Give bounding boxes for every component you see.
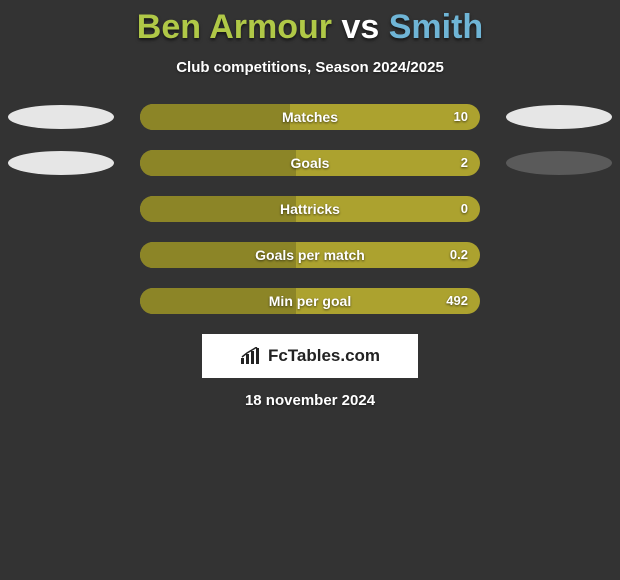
stat-label: Goals per match: [140, 242, 480, 268]
title-player2: Smith: [389, 8, 483, 46]
stat-row: Goals per match0.2: [0, 242, 620, 268]
stat-value-right: 2: [461, 150, 468, 176]
stat-row: Goals2: [0, 150, 620, 176]
orb-right: [506, 105, 612, 129]
title-player1: Ben Armour: [137, 8, 332, 46]
stat-row: Matches10: [0, 104, 620, 130]
stat-bar: Goals2: [140, 150, 480, 176]
footer-date: 18 november 2024: [0, 392, 620, 409]
footer-logo: FcTables.com: [202, 334, 418, 378]
stat-value-right: 492: [446, 288, 468, 314]
title-vs: vs: [341, 8, 379, 46]
subtitle: Club competitions, Season 2024/2025: [0, 59, 620, 76]
footer-logo-text: FcTables.com: [268, 346, 380, 366]
stat-label: Matches: [140, 104, 480, 130]
stats-area: Matches10 Goals2 Hattricks0 Goals per match…: [0, 104, 620, 314]
stat-label: Min per goal: [140, 288, 480, 314]
stat-value-right: 10: [454, 104, 468, 130]
stat-label: Hattricks: [140, 196, 480, 222]
stat-row: Min per goal492: [0, 288, 620, 314]
stat-bar: Matches10: [140, 104, 480, 130]
stat-value-right: 0.2: [450, 242, 468, 268]
orb-right: [506, 151, 612, 175]
stat-bar: Min per goal492: [140, 288, 480, 314]
stat-bar: Goals per match0.2: [140, 242, 480, 268]
stat-row: Hattricks0: [0, 196, 620, 222]
stat-bar: Hattricks0: [140, 196, 480, 222]
chart-icon: [240, 347, 262, 365]
orb-left: [8, 151, 114, 175]
stat-label: Goals: [140, 150, 480, 176]
orb-left: [8, 105, 114, 129]
comparison-container: Ben Armour vs Smith Club competitions, S…: [0, 0, 620, 409]
page-title: Ben Armour vs Smith: [0, 8, 620, 47]
stat-value-right: 0: [461, 196, 468, 222]
